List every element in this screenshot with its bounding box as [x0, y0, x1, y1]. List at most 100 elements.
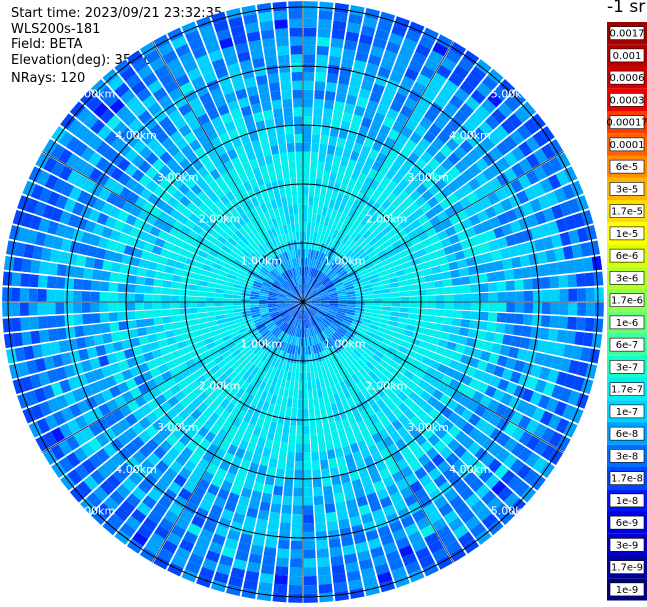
ppi-gate	[110, 453, 125, 468]
ppi-gate	[358, 504, 371, 516]
ppi-gate	[487, 130, 502, 146]
ppi-gate	[306, 285, 311, 295]
ppi-gate	[241, 292, 251, 297]
ppi-gate	[230, 484, 243, 496]
ppi-gate	[465, 493, 480, 508]
ppi-gate	[419, 35, 435, 50]
ppi-gate	[523, 278, 533, 290]
ppi-gate	[487, 519, 504, 536]
ppi-gate	[120, 89, 136, 105]
ppi-gate	[192, 544, 208, 558]
ppi-gate	[377, 346, 388, 355]
ppi-gate	[336, 341, 345, 350]
ppi-gate	[32, 344, 44, 359]
ppi-gate	[390, 491, 403, 504]
ppi-gate	[439, 446, 453, 460]
ppi-gate	[183, 131, 197, 145]
ppi-gate	[134, 124, 149, 139]
ppi-gate	[106, 192, 119, 205]
ppi-gate	[296, 319, 300, 328]
ppi-gate	[352, 142, 363, 154]
ppi-gate	[335, 284, 345, 290]
ppi-gate	[555, 218, 568, 233]
ppi-gate	[263, 46, 277, 58]
ppi-gate	[372, 313, 382, 319]
ppi-gate	[60, 113, 76, 130]
ppi-gate	[391, 470, 405, 484]
ppi-gate	[466, 191, 479, 205]
ppi-gate	[121, 390, 135, 404]
ppi-gate	[253, 345, 262, 355]
ppi-gate	[303, 222, 307, 232]
ppi-gate	[353, 180, 363, 192]
ppi-gate	[238, 343, 248, 352]
ppi-gate	[263, 383, 271, 393]
ppi-gate	[523, 314, 533, 326]
ppi-gate	[78, 243, 90, 256]
ppi-gate	[371, 432, 383, 444]
ppi-gate	[259, 409, 268, 420]
ppi-gate	[230, 209, 241, 220]
ppi-gate	[323, 254, 330, 264]
ppi-gate	[232, 417, 243, 428]
ppi-gate	[99, 312, 110, 323]
ppi-gate	[551, 384, 564, 400]
ppi-gate	[267, 260, 275, 269]
ppi-gate	[282, 313, 290, 320]
ppi-gate	[183, 459, 197, 473]
ppi-gate	[223, 432, 235, 444]
colorbar-label-box	[609, 204, 645, 218]
ppi-gate	[149, 123, 164, 138]
ppi-gate	[384, 244, 395, 254]
ppi-gate	[349, 515, 362, 527]
ppi-gate	[222, 262, 232, 270]
ppi-gate	[454, 343, 466, 354]
ppi-gate	[425, 281, 435, 289]
ppi-gate	[254, 320, 264, 326]
ppi-gate	[328, 357, 335, 367]
ppi-gate	[439, 263, 451, 273]
ppi-gate	[231, 187, 241, 198]
ppi-gate	[547, 220, 560, 235]
ppi-gate	[296, 302, 303, 309]
ppi-gate	[310, 305, 320, 310]
ppi-gate	[208, 180, 220, 192]
ppi-gate	[268, 291, 278, 295]
ppi-gate	[451, 351, 463, 362]
ppi-gate	[267, 229, 274, 239]
ppi-gate	[100, 323, 111, 334]
ppi-gate	[419, 474, 433, 488]
ppi-gate	[516, 399, 530, 414]
ppi-gate	[38, 187, 52, 203]
ppi-gate	[268, 309, 278, 313]
ppi-gate	[320, 134, 329, 145]
ppi-gate	[106, 114, 121, 130]
ppi-gate	[25, 390, 39, 406]
ppi-gate	[359, 33, 374, 46]
ppi-gate	[232, 298, 242, 302]
ppi-gate	[328, 237, 335, 247]
ppi-gate	[462, 293, 472, 302]
ppi-gate	[190, 272, 201, 280]
ppi-gate	[319, 450, 328, 461]
ppi-gate	[155, 331, 167, 341]
ppi-gate	[356, 236, 366, 246]
ppi-gate	[267, 322, 276, 330]
ppi-gate	[349, 271, 359, 278]
ppi-gate	[60, 182, 74, 197]
ppi-gate	[377, 270, 388, 278]
ppi-gate	[204, 385, 216, 396]
ppi-gate	[303, 178, 310, 188]
ppi-gate	[384, 262, 394, 270]
ppi-gate	[471, 200, 485, 214]
ppi-gate	[189, 452, 202, 465]
ppi-gate	[360, 25, 376, 37]
ppi-gate	[319, 252, 325, 262]
ppi-gate	[297, 249, 301, 258]
ppi-gate	[127, 274, 137, 284]
ppi-gate	[287, 241, 292, 251]
ppi-gate	[25, 198, 39, 214]
ppi-gate	[311, 302, 321, 304]
ppi-gate	[574, 258, 585, 273]
ppi-gate	[137, 382, 150, 395]
